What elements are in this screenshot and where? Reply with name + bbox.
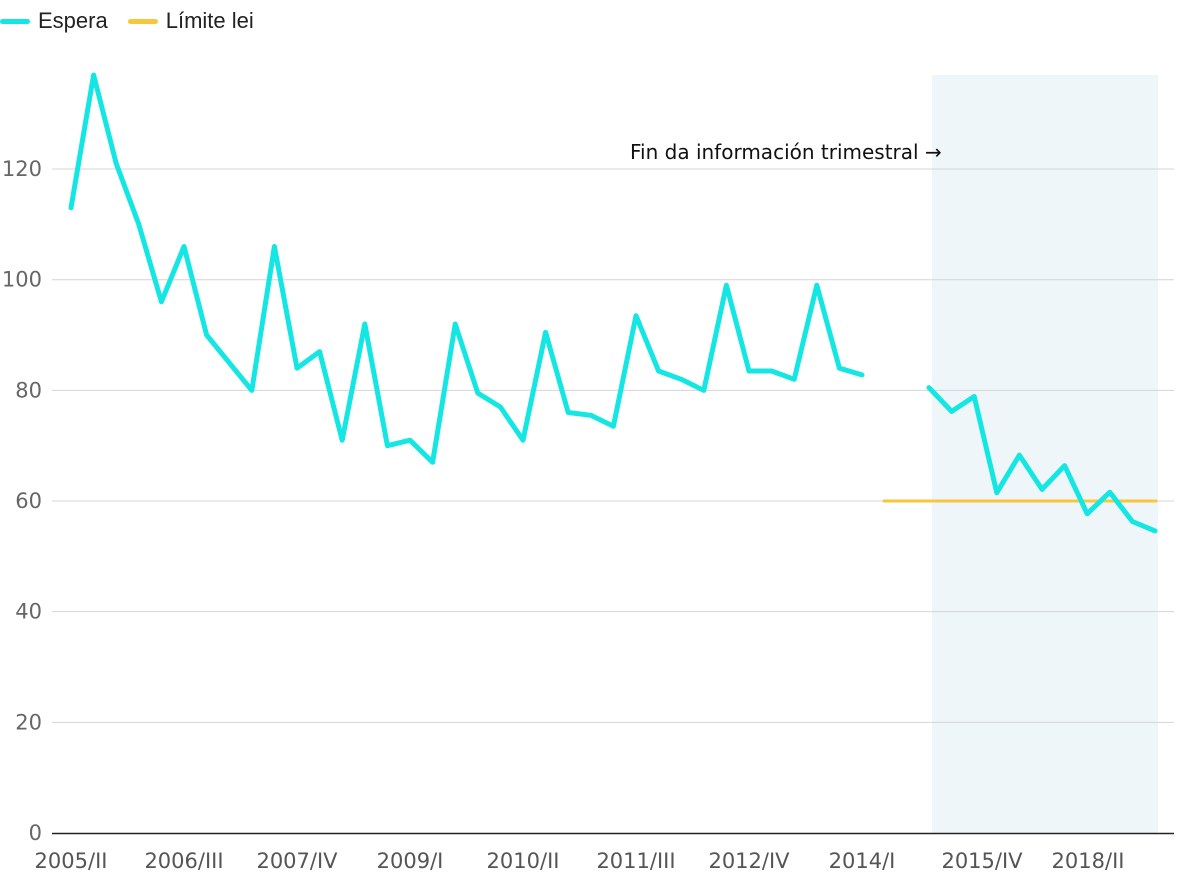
- y-tick-label: 20: [15, 710, 42, 734]
- y-tick-label: 60: [15, 489, 42, 513]
- espera-quarterly-series-line: [68, 72, 865, 465]
- y-tick-label: 80: [15, 378, 42, 402]
- legend-label-limite: Límite lei: [165, 8, 254, 33]
- y-axis-tick-labels: 0 20 40 60 80 100 120: [2, 157, 42, 845]
- legend-label-espera: Espera: [38, 8, 108, 33]
- x-tick-label: 2009/I: [377, 849, 444, 873]
- x-tick-label: 2018/II: [1052, 849, 1125, 873]
- end-of-quarterly-data-annotation: Fin da información trimestral →: [630, 140, 942, 164]
- legend-item-limite[interactable]: Límite lei: [127, 8, 254, 34]
- x-tick-label: 2010/II: [487, 849, 560, 873]
- x-tick-label: 2014/I: [829, 849, 896, 873]
- x-tick-label: 2011/III: [596, 849, 675, 873]
- y-tick-label: 120: [2, 157, 42, 181]
- legend-swatch-espera: [0, 18, 30, 24]
- legend-swatch-limite: [127, 18, 158, 24]
- legend: Espera Límite lei: [0, 8, 254, 34]
- x-axis-tick-labels: 2005/II 2006/III 2007/IV 2009/I 2010/II 2011/…: [35, 849, 1125, 873]
- x-tick-label: 2015/IV: [941, 849, 1023, 873]
- y-tick-label: 40: [15, 600, 42, 624]
- y-tick-label: 100: [2, 268, 42, 292]
- x-tick-label: 2005/II: [35, 849, 108, 873]
- x-tick-label: 2006/III: [144, 849, 223, 873]
- annual-data-shaded-region: [932, 75, 1158, 833]
- legend-item-espera[interactable]: Espera: [0, 8, 108, 34]
- y-tick-label: 0: [29, 821, 42, 845]
- x-tick-label: 2012/IV: [708, 849, 790, 873]
- espera-annual-series-line: [926, 385, 1158, 534]
- x-tick-label: 2007/IV: [256, 849, 338, 873]
- gridlines: [52, 168, 1174, 723]
